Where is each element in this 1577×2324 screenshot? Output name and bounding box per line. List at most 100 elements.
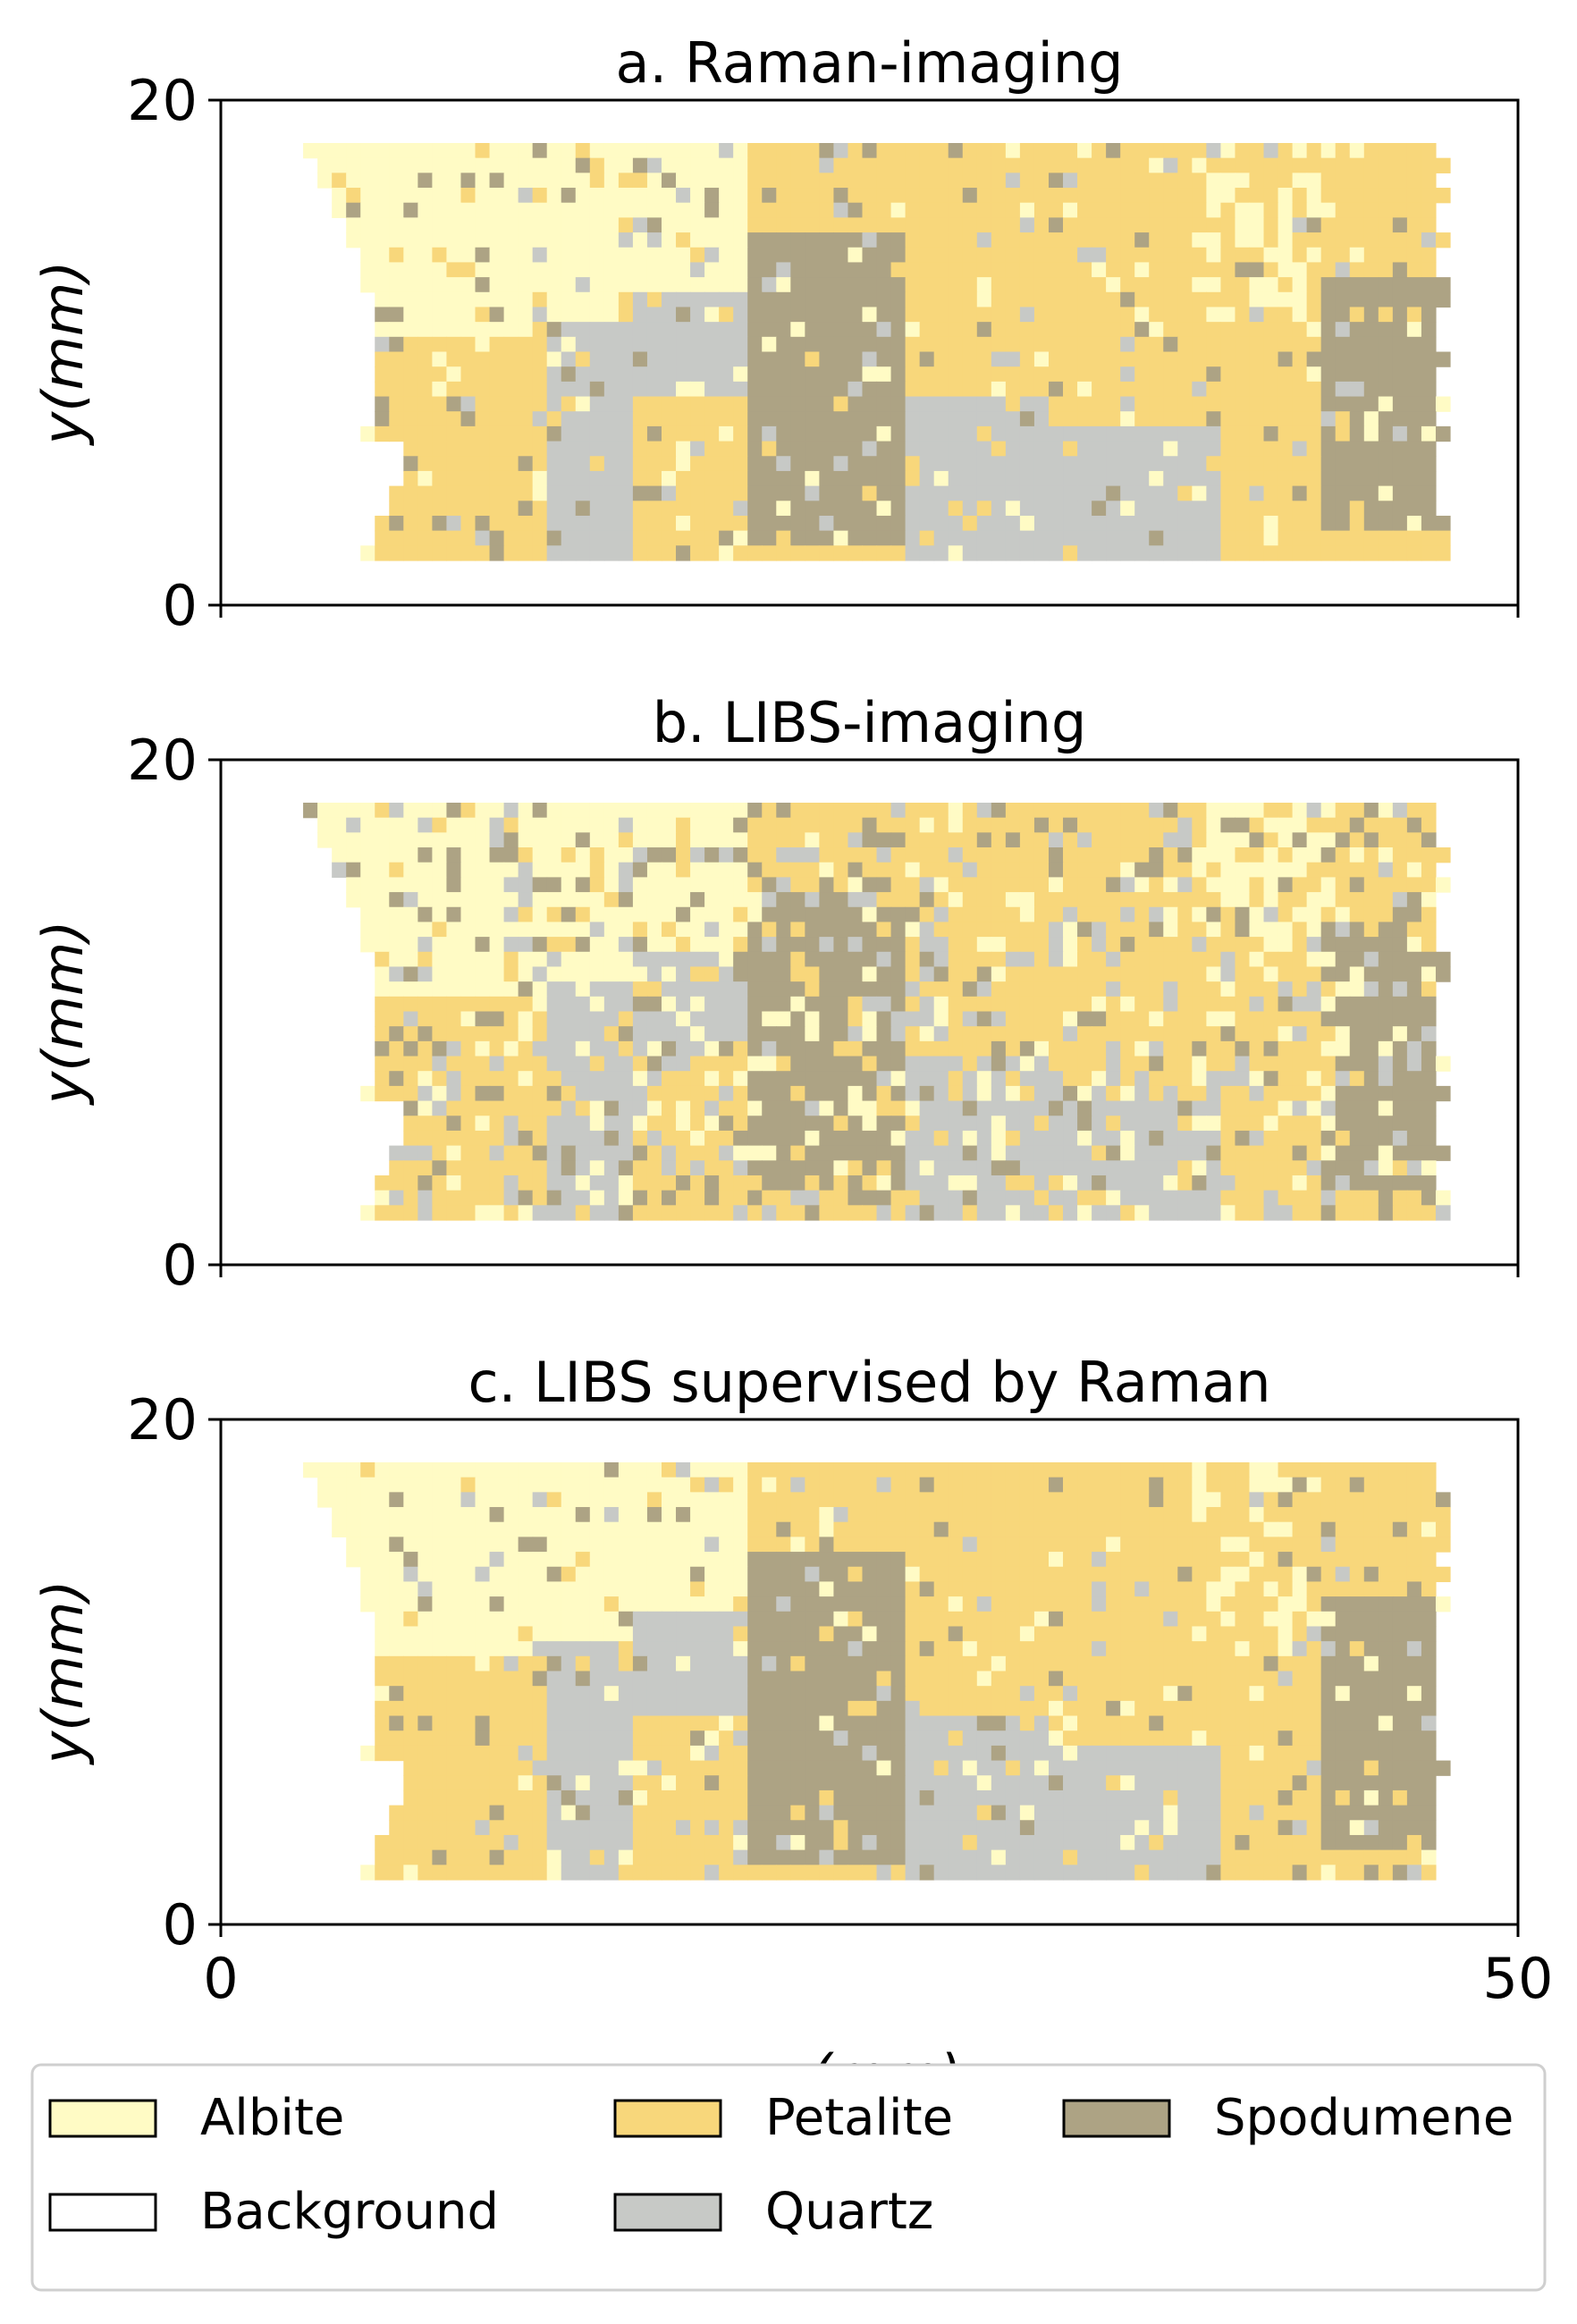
pixel-albite <box>532 202 548 218</box>
pixel-quartz <box>1033 441 1050 457</box>
pixel-albite <box>1421 892 1437 908</box>
pixel-spodumene <box>890 1085 907 1102</box>
pixel-petalite <box>1249 877 1265 893</box>
pixel-quartz <box>862 232 878 248</box>
pixel-petalite <box>1005 381 1021 398</box>
pixel-petalite <box>1077 351 1092 367</box>
pixel-albite <box>1192 1507 1207 1523</box>
pixel-albite <box>446 1521 462 1537</box>
pixel-petalite <box>1092 892 1107 908</box>
pixel-petalite <box>1163 188 1178 204</box>
pixel-quartz <box>1077 247 1092 264</box>
pixel-petalite <box>1163 262 1178 278</box>
pixel-albite <box>389 322 404 338</box>
pixel-petalite <box>1005 262 1021 278</box>
pixel-quartz <box>1048 1145 1064 1161</box>
pixel-petalite <box>704 411 720 427</box>
pixel-quartz <box>603 1205 620 1221</box>
pixel-quartz <box>603 1160 620 1176</box>
pixel-petalite <box>1206 456 1222 472</box>
pixel-petalite <box>1149 892 1164 908</box>
pixel-spodumene <box>819 381 835 398</box>
pixel-albite <box>618 143 634 159</box>
pixel-spodumene <box>890 441 907 457</box>
pixel-petalite <box>1292 425 1308 442</box>
pixel-albite <box>389 1552 404 1568</box>
pixel-spodumene <box>890 425 907 442</box>
pixel-quartz <box>676 351 691 367</box>
pixel-petalite <box>1177 803 1193 819</box>
pixel-petalite <box>460 1130 476 1147</box>
pixel-albite <box>589 892 605 908</box>
pixel-albite <box>446 247 462 264</box>
pixel-albite <box>432 937 448 953</box>
pixel-petalite <box>962 143 978 159</box>
pixel-albite <box>1263 922 1279 938</box>
pixel-albite <box>890 202 907 218</box>
pixel-albite <box>1249 803 1265 819</box>
pixel-petalite <box>1306 966 1322 982</box>
pixel-albite <box>389 173 404 189</box>
pixel-petalite <box>1220 515 1236 532</box>
pixel-petalite <box>1092 396 1107 412</box>
pixel-albite <box>446 1477 462 1493</box>
pixel-quartz <box>848 381 864 398</box>
pixel-petalite <box>719 1100 734 1116</box>
pixel-petalite <box>1063 1492 1078 1508</box>
pixel-albite <box>489 862 505 878</box>
pixel-petalite <box>1349 1071 1365 1087</box>
pixel-petalite <box>862 862 878 878</box>
pixel-petalite <box>1392 1537 1408 1553</box>
pixel-quartz <box>905 1056 921 1072</box>
pixel-spodumene <box>690 1566 705 1583</box>
pixel-spodumene <box>819 877 835 893</box>
pixel-quartz <box>1092 1100 1107 1116</box>
pixel-petalite <box>1292 1507 1308 1523</box>
pixel-petalite <box>518 1160 534 1176</box>
pixel-albite <box>460 143 476 159</box>
pixel-petalite <box>905 336 921 353</box>
pixel-albite <box>532 1462 548 1478</box>
pixel-spodumene <box>819 411 835 427</box>
pixel-spodumene <box>446 1116 462 1132</box>
pixel-albite <box>561 217 577 233</box>
pixel-quartz <box>1192 1205 1207 1221</box>
pixel-spodumene <box>1349 922 1365 938</box>
pixel-petalite <box>1320 1507 1337 1523</box>
pixel-quartz <box>1048 545 1064 561</box>
pixel-petalite <box>991 951 1007 968</box>
pixel-petalite <box>1063 1537 1078 1553</box>
pixel-petalite <box>976 217 992 233</box>
pixel-albite <box>346 173 361 189</box>
pixel-spodumene <box>776 966 791 982</box>
pixel-albite <box>503 307 519 323</box>
pixel-petalite <box>1192 307 1207 323</box>
pixel-petalite <box>1363 143 1379 159</box>
pixel-albite <box>532 847 548 863</box>
pixel-albite <box>375 143 390 159</box>
pixel-quartz <box>1292 1100 1308 1116</box>
pixel-spodumene <box>819 1071 835 1087</box>
pixel-quartz <box>1392 1130 1408 1147</box>
pixel-spodumene <box>862 411 878 427</box>
pixel-petalite <box>1106 832 1121 848</box>
pixel-petalite <box>1163 411 1178 427</box>
pixel-petalite <box>1249 411 1265 427</box>
pixel-petalite <box>762 847 777 863</box>
pixel-quartz <box>603 470 620 487</box>
pixel-albite <box>432 1581 448 1597</box>
pixel-petalite <box>933 381 949 398</box>
pixel-spodumene <box>862 1566 878 1583</box>
pixel-petalite <box>790 1205 805 1221</box>
pixel-quartz <box>646 157 662 173</box>
pixel-albite <box>561 1552 577 1568</box>
pixel-spodumene <box>632 1190 648 1206</box>
pixel-quartz <box>1120 425 1135 442</box>
pixel-petalite <box>962 937 978 953</box>
pixel-petalite <box>1177 247 1193 264</box>
pixel-albite <box>676 1537 691 1553</box>
pixel-spodumene <box>876 1566 892 1583</box>
pixel-petalite <box>962 847 978 863</box>
pixel-spodumene <box>819 1160 835 1176</box>
